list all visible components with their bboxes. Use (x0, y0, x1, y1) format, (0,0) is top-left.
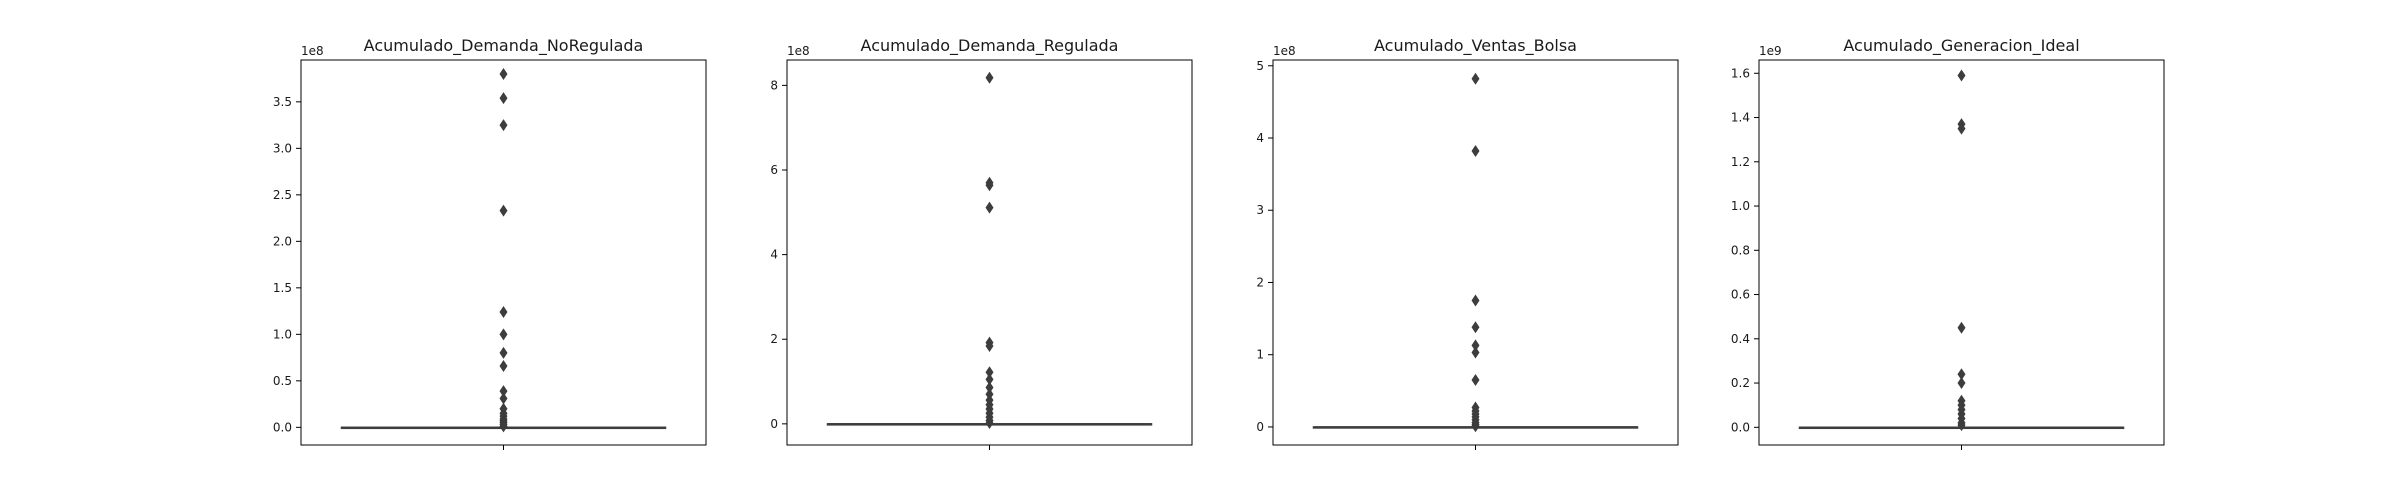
y-tick-label: 0.0 (1731, 420, 1750, 434)
y-tick-label: 2.5 (273, 188, 292, 202)
outlier-point (499, 385, 508, 398)
y-tick-label: 2.0 (273, 234, 292, 248)
y-tick-label: 1.6 (1731, 66, 1750, 80)
chart-panel-2: Acumulado_Demanda_Regulada 1e8 0 2 4 6 8 (770, 36, 1193, 450)
y-tick-label: 2 (1256, 275, 1264, 289)
chart-panel-1: Acumulado_Demanda_NoRegulada 1e8 0.0 0.5 1.0… (273, 36, 707, 450)
outlier-point (1957, 122, 1966, 135)
y-tick-label: 1.5 (273, 281, 292, 295)
y-tick-label: 0.5 (273, 374, 292, 388)
chart-title: Acumulado_Demanda_NoRegulada (364, 36, 644, 56)
outlier-point (985, 366, 994, 379)
y-tick-label: 6 (770, 163, 778, 177)
y-tick-label: 5 (1256, 59, 1264, 73)
outlier-point (1471, 346, 1480, 359)
y-tick-label: 8 (770, 78, 778, 92)
outlier-point (499, 328, 508, 341)
y-tick-label: 0 (770, 417, 778, 431)
outlier-point (1471, 321, 1480, 334)
axis-scale-label: 1e9 (1759, 44, 1782, 58)
y-tick-label: 1.0 (1731, 199, 1750, 213)
outlier-point (1471, 373, 1480, 386)
outlier-point (985, 373, 994, 386)
y-tick-label: 1.4 (1731, 111, 1750, 125)
y-tick-label: 1.2 (1731, 155, 1750, 169)
outlier-point (499, 92, 508, 105)
outlier-point (1957, 419, 1966, 432)
outlier-point (985, 340, 994, 352)
outlier-point (1957, 377, 1966, 390)
y-tick-label: 3.0 (273, 141, 292, 155)
outlier-point (985, 417, 994, 429)
y-tick-label: 0.2 (1731, 376, 1750, 390)
y-tick-label: 0.4 (1731, 332, 1750, 346)
y-tick-label: 0.0 (273, 420, 292, 434)
outlier-point (499, 420, 508, 433)
outlier-point (499, 204, 508, 217)
chart-panel-4: Acumulado_Generacion_Ideal 1e9 0.0 0.2 0.4 0.… (1731, 36, 2165, 450)
outlier-point (499, 359, 508, 372)
y-tick-label: 4 (1256, 131, 1264, 145)
outlier-point (1957, 321, 1966, 334)
y-tick-label: 0 (1256, 420, 1264, 434)
axis-scale-label: 1e8 (301, 44, 324, 58)
y-tick-label: 2 (770, 332, 778, 346)
chart-title: Acumulado_Ventas_Bolsa (1374, 36, 1577, 56)
outlier-point (985, 179, 994, 192)
outlier-point (985, 381, 994, 394)
outlier-point (499, 67, 508, 80)
outlier-point (1471, 72, 1480, 85)
outlier-point (1957, 368, 1966, 381)
outlier-point (499, 392, 508, 405)
outlier-point (985, 71, 994, 84)
y-tick-label: 1 (1256, 348, 1264, 362)
y-tick-label: 4 (770, 248, 778, 262)
outlier-point (985, 201, 994, 214)
y-tick-label: 0.6 (1731, 288, 1750, 302)
axis-scale-label: 1e8 (787, 44, 810, 58)
outlier-point (1471, 420, 1480, 433)
y-tick-label: 3.5 (273, 95, 292, 109)
axes-frame (1272, 59, 1679, 446)
y-tick-label: 1.0 (273, 327, 292, 341)
outlier-point (499, 346, 508, 359)
outlier-point (1471, 294, 1480, 307)
outlier-point (499, 306, 508, 319)
axis-scale-label: 1e8 (1273, 44, 1296, 58)
outlier-point (1471, 339, 1480, 352)
chart-title: Acumulado_Demanda_Regulada (861, 36, 1119, 56)
y-tick-label: 3 (1256, 203, 1264, 217)
outlier-point (1957, 69, 1966, 82)
chart-title: Acumulado_Generacion_Ideal (1843, 36, 2079, 56)
outlier-point (1471, 145, 1480, 158)
y-tick-label: 0.8 (1731, 243, 1750, 257)
chart-panel-3: Acumulado_Ventas_Bolsa 1e8 0 1 2 3 4 5 (1256, 36, 1679, 450)
outlier-point (499, 119, 508, 132)
